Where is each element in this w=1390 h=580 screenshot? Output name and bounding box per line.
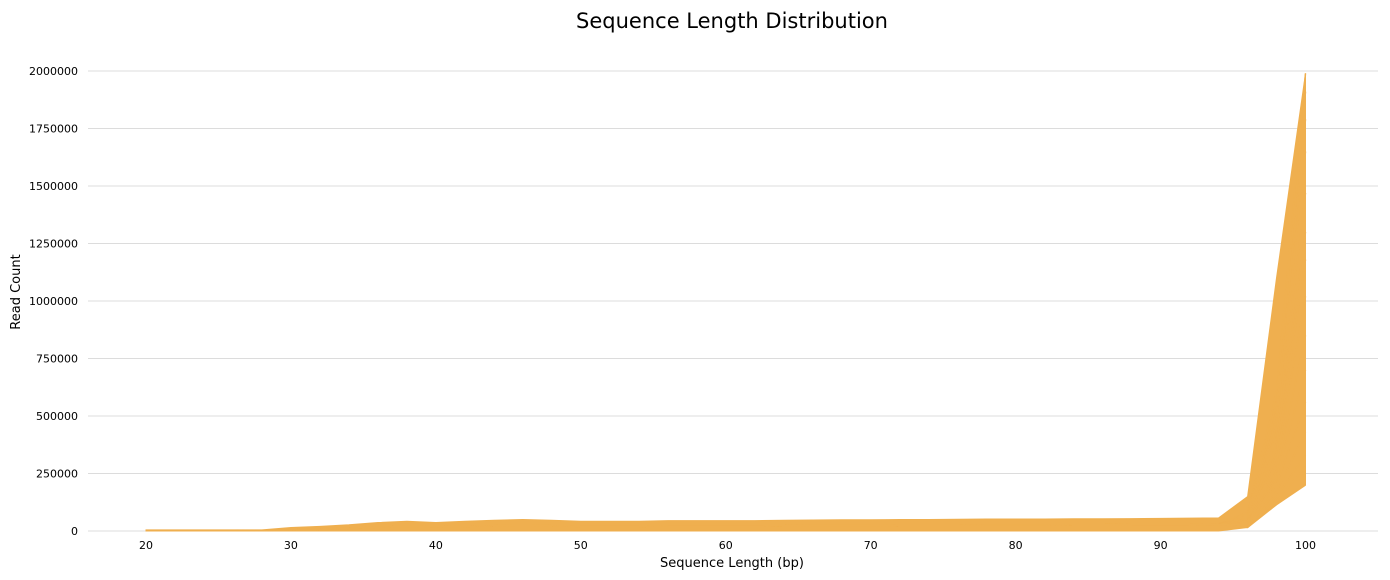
x-tick-labels: 20 30 40 50 60 70 80 90 100 [139,539,1316,552]
x-axis-label: Sequence Length (bp) [660,556,804,571]
x-tick-label: 60 [719,539,733,552]
x-tick-label: 70 [864,539,878,552]
y-tick-label: 0 [71,525,78,538]
gridlines [88,70,1378,532]
x-tick-label: 90 [1154,539,1168,552]
series-line [146,401,1307,532]
series-line [146,119,1307,532]
y-tick-label: 250000 [36,468,78,481]
series-lines [146,73,1307,532]
x-tick-label: 40 [429,539,443,552]
chart-title: Sequence Length Distribution [576,9,888,33]
series-envelope [145,73,1306,532]
y-tick-labels: 0 250000 500000 750000 1000000 1250000 1500000… [29,65,78,538]
series-line [146,73,1307,532]
series-line [146,369,1307,532]
series-line [146,231,1307,532]
y-tick-label: 1000000 [29,295,78,308]
x-tick-label: 80 [1009,539,1023,552]
x-tick-label: 50 [574,539,588,552]
y-tick-label: 2000000 [29,65,78,78]
y-tick-label: 750000 [36,353,78,366]
series-line [146,296,1307,532]
y-tick-label: 1250000 [29,238,78,251]
y-tick-label: 1500000 [29,180,78,193]
y-axis-label: Read Count [9,254,24,329]
series-line [146,91,1307,532]
y-tick-label: 500000 [36,410,78,423]
series-line [146,484,1306,532]
series-line [146,259,1307,532]
series-line [146,335,1307,532]
x-tick-label: 100 [1295,539,1316,552]
y-tick-label: 1750000 [29,123,78,136]
x-tick-label: 20 [139,539,153,552]
series-band [145,73,1306,532]
x-tick-label: 30 [284,539,298,552]
series-line [146,431,1307,532]
